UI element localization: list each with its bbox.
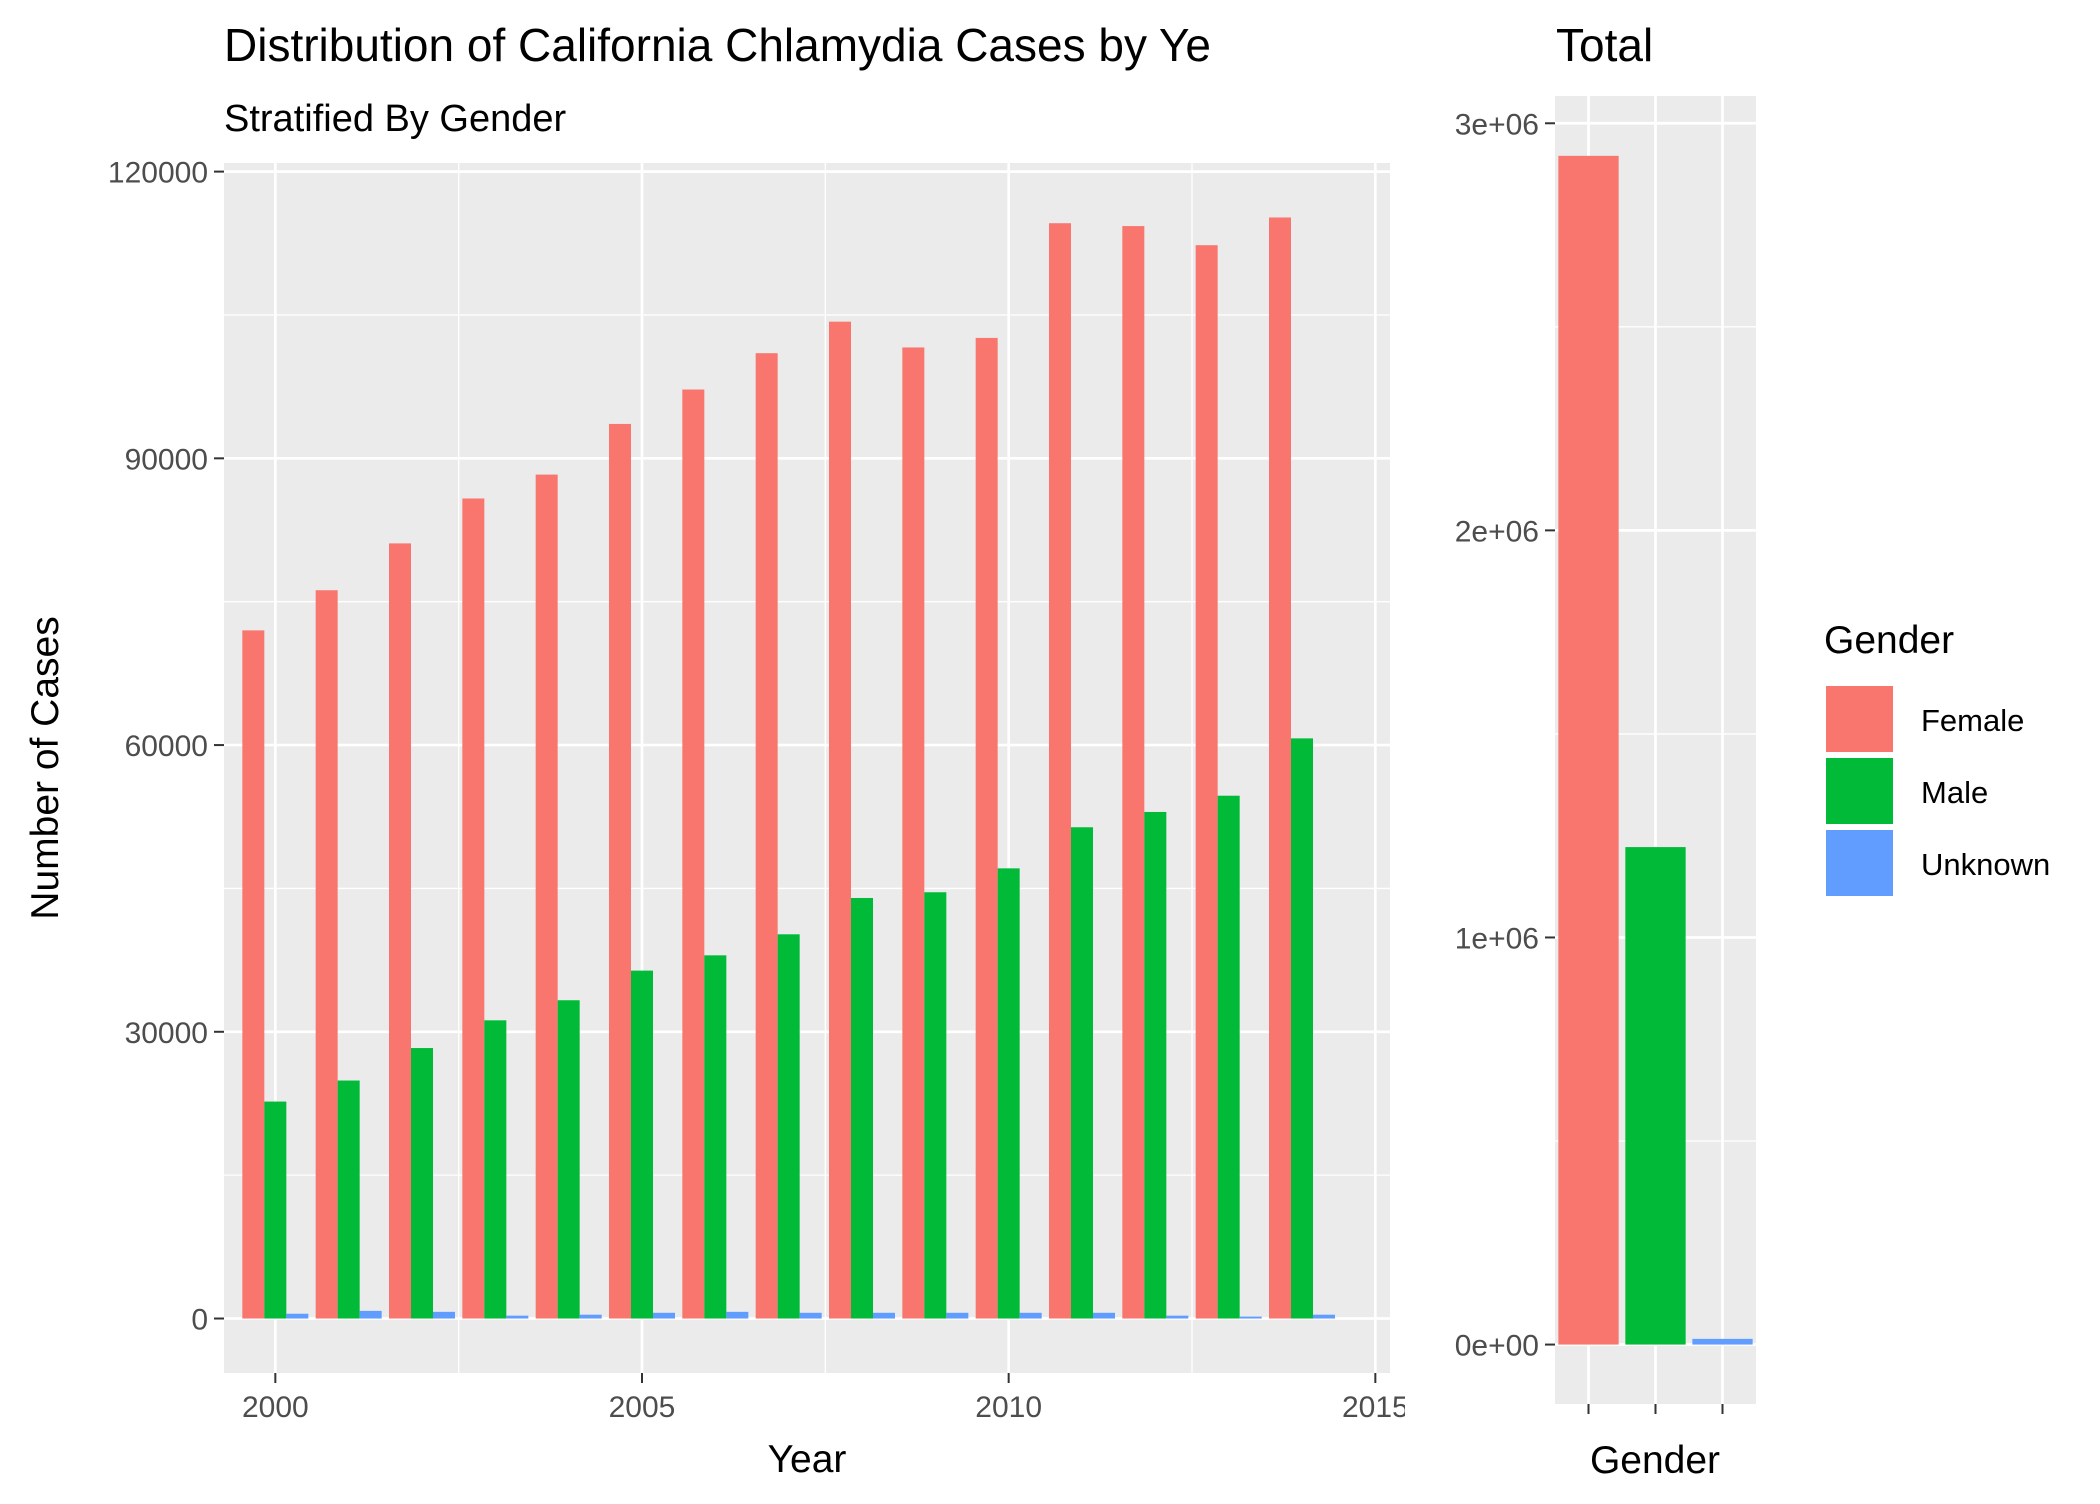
bar-female-2013 [1195, 245, 1218, 1319]
total-chart: Total 0e+00 1e+06 2e+06 3e+06 Gender [1405, 0, 1760, 1499]
bar-male-2007 [777, 934, 800, 1319]
legend-items: Female Male Unknown [1826, 686, 2050, 896]
bar-unknown-2004 [579, 1314, 602, 1319]
total-bar-unknown [1692, 1338, 1753, 1345]
x-tick-label: 2015 [1342, 1391, 1409, 1424]
bar-unknown-2002 [433, 1311, 455, 1319]
bar-male-2004 [557, 1000, 580, 1319]
bar-male-2006 [704, 955, 727, 1319]
yearly-chart: Distribution of California Chlamydia Cas… [24, 19, 1409, 1481]
total-y-tick-label: 2e+06 [1455, 515, 1539, 548]
total-bar-female [1558, 155, 1619, 1345]
bar-unknown-2003 [506, 1315, 529, 1319]
bar-unknown-2013 [1239, 1316, 1262, 1319]
legend-key-male [1826, 758, 1893, 824]
bar-female-2007 [755, 353, 778, 1319]
bar-male-2003 [484, 1020, 507, 1319]
yearly-bars [242, 217, 1335, 1319]
bar-unknown-2007 [799, 1312, 822, 1319]
bar-unknown-2014 [1313, 1314, 1335, 1319]
legend-label-male: Male [1921, 775, 1988, 810]
bar-female-2011 [1049, 223, 1071, 1319]
bar-male-2002 [411, 1048, 433, 1319]
bar-male-2008 [851, 897, 873, 1319]
bar-female-2005 [609, 423, 631, 1319]
bar-female-2000 [242, 630, 265, 1319]
legend-label-unknown: Unknown [1921, 847, 2050, 882]
bar-male-2010 [997, 868, 1020, 1319]
bar-unknown-2010 [1019, 1312, 1042, 1319]
y-tick-label: 120000 [108, 157, 208, 190]
legend-key-unknown [1826, 830, 1893, 896]
total-bars [1558, 155, 1753, 1345]
bar-male-2013 [1217, 795, 1240, 1319]
bar-male-2012 [1144, 811, 1167, 1319]
x-axis-title: Year [768, 1438, 847, 1481]
legend: Gender Female Male Unknown [1824, 619, 2050, 896]
chart-subtitle: Stratified By Gender [224, 98, 567, 140]
bar-male-2009 [924, 892, 947, 1319]
bar-male-2001 [337, 1080, 360, 1319]
bar-female-2009 [902, 347, 925, 1319]
y-axis-title: Number of Cases [24, 616, 67, 919]
bar-unknown-2000 [286, 1313, 309, 1319]
yearly-y-axis: 0 30000 60000 90000 120000 [108, 157, 224, 1337]
x-tick-label: 2005 [609, 1391, 676, 1424]
y-tick-label: 60000 [125, 730, 208, 763]
bar-male-2005 [631, 970, 653, 1319]
total-y-tick-label: 3e+06 [1455, 108, 1539, 141]
bar-unknown-2011 [1093, 1312, 1115, 1319]
legend-title: Gender [1824, 619, 1954, 662]
yearly-x-axis: 2000 2005 2010 2015 [242, 1373, 1409, 1424]
total-x-axis-title: Gender [1590, 1439, 1720, 1482]
y-tick-label: 90000 [125, 443, 208, 476]
bar-unknown-2009 [946, 1312, 969, 1319]
chart-title: Distribution of California Chlamydia Cas… [224, 19, 1211, 71]
total-y-tick-label: 1e+06 [1455, 922, 1539, 955]
total-y-axis: 0e+00 1e+06 2e+06 3e+06 [1455, 108, 1555, 1363]
bar-female-2014 [1269, 217, 1291, 1319]
legend-key-female [1826, 686, 1893, 752]
bar-female-2004 [535, 474, 558, 1319]
x-tick-label: 2000 [242, 1391, 309, 1424]
bar-unknown-2008 [873, 1312, 895, 1319]
bar-unknown-2006 [726, 1311, 749, 1319]
x-tick-label: 2010 [975, 1391, 1042, 1424]
bar-female-2002 [389, 543, 411, 1319]
bar-female-2008 [829, 321, 851, 1319]
legend-label-female: Female [1921, 703, 2024, 738]
bar-unknown-2012 [1166, 1315, 1189, 1319]
y-tick-label: 0 [191, 1304, 208, 1337]
bar-female-2012 [1122, 226, 1145, 1319]
bar-male-2014 [1291, 738, 1313, 1319]
bar-female-2003 [462, 498, 485, 1319]
bar-female-2006 [682, 389, 705, 1319]
total-bar-male [1625, 847, 1686, 1345]
bar-female-2001 [315, 590, 338, 1319]
bar-unknown-2005 [653, 1312, 675, 1319]
total-x-axis [1587, 1404, 1724, 1414]
total-y-tick-label: 0e+00 [1455, 1330, 1539, 1363]
bar-female-2010 [975, 337, 998, 1319]
y-tick-label: 30000 [125, 1017, 208, 1050]
total-chart-title: Total [1556, 19, 1653, 71]
bar-male-2000 [264, 1101, 287, 1319]
bar-male-2011 [1071, 827, 1093, 1319]
bar-unknown-2001 [359, 1310, 382, 1319]
